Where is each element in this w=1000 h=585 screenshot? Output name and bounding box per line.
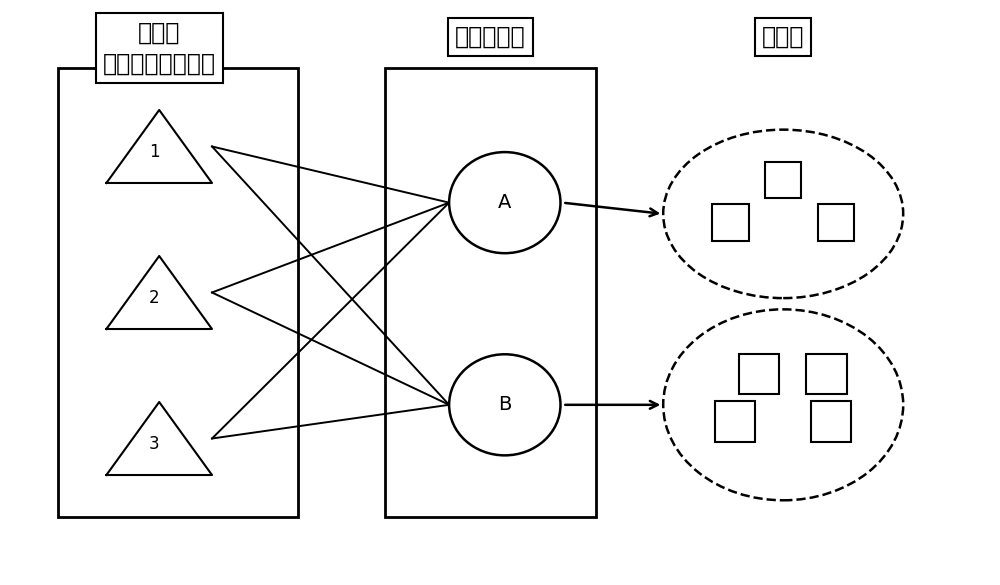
Polygon shape (106, 256, 212, 329)
Ellipse shape (449, 152, 560, 253)
Bar (811, 401, 851, 442)
Bar (806, 354, 847, 394)
Polygon shape (106, 110, 212, 183)
Bar (818, 204, 854, 240)
Text: 2: 2 (149, 289, 160, 307)
Polygon shape (106, 402, 212, 475)
Bar (765, 162, 801, 198)
Bar (385, 68, 596, 517)
Text: 1: 1 (149, 143, 160, 161)
Text: 物资中转站: 物资中转站 (455, 25, 526, 49)
Text: 需求点: 需求点 (762, 25, 804, 49)
Bar (715, 401, 755, 442)
Bar (58, 68, 298, 517)
Ellipse shape (663, 309, 903, 500)
Bar (712, 204, 749, 240)
Text: 供应点
（物资收集中心）: 供应点 （物资收集中心） (103, 20, 216, 76)
Text: 3: 3 (149, 435, 160, 453)
Text: A: A (498, 193, 511, 212)
Text: B: B (498, 395, 511, 414)
Ellipse shape (449, 355, 560, 455)
Bar (739, 354, 779, 394)
Ellipse shape (663, 130, 903, 298)
